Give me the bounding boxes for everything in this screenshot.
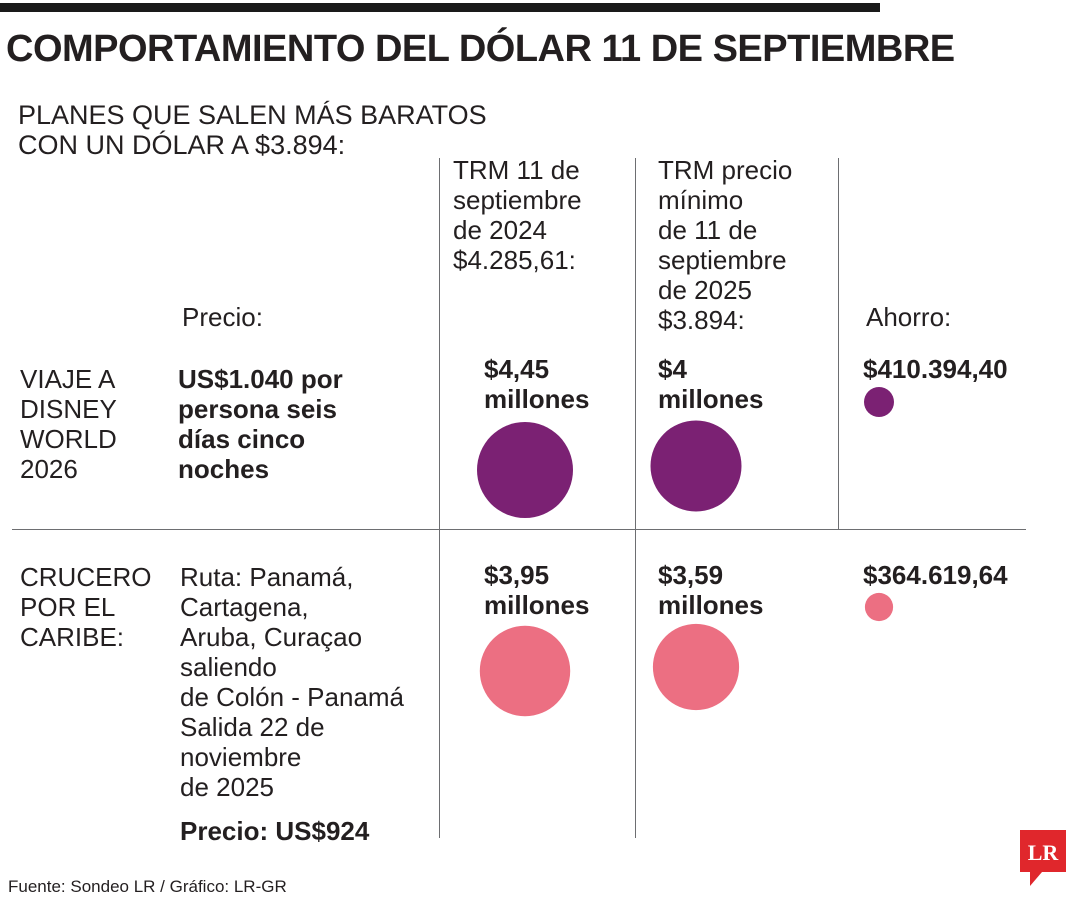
column-header-ahorro: Ahorro: <box>866 302 952 332</box>
value-disney-2024: $4,45 millones <box>484 354 590 414</box>
bubble-crucero-ahorro <box>864 592 894 622</box>
chart-title: COMPORTAMIENTO DEL DÓLAR 11 DE SEPTIEMBR… <box>6 28 955 70</box>
bubble-crucero-trm-2025 <box>652 623 740 711</box>
column-header-trm-2024: TRM 11 de septiembre de 2024 $4.285,61: <box>453 155 582 275</box>
bubble-disney-ahorro <box>864 387 894 417</box>
bubble-crucero-trm-2024 <box>479 625 571 717</box>
row-divider <box>12 529 1026 530</box>
value-crucero-ahorro: $364.619,64 <box>863 560 1008 590</box>
row-label-crucero: CRUCERO POR EL CARIBE: <box>20 562 152 652</box>
value-crucero-2025: $3,59 millones <box>658 560 764 620</box>
source-note: Fuente: Sondeo LR / Gráfico: LR-GR <box>8 877 287 896</box>
column-divider-2 <box>635 158 636 838</box>
row-price-crucero: Precio: US$924 <box>180 816 370 846</box>
value-disney-2025: $4 millones <box>658 354 764 414</box>
value-crucero-2024: $3,95 millones <box>484 560 590 620</box>
row-desc-disney: US$1.040 por persona seis días cinco noc… <box>178 364 343 484</box>
value-disney-ahorro: $410.394,40 <box>863 354 1008 384</box>
lr-logo: LR <box>1020 830 1066 886</box>
chart-subtitle: PLANES QUE SALEN MÁS BARATOS CON UN DÓLA… <box>18 100 487 160</box>
lr-logo-text: LR <box>1028 840 1060 865</box>
column-divider-3 <box>838 158 839 530</box>
bubble-disney-trm-2025 <box>650 420 742 512</box>
column-header-trm-2025: TRM precio mínimo de 11 de septiembre de… <box>658 155 793 335</box>
column-header-precio: Precio: <box>182 302 263 332</box>
row-desc-crucero: Ruta: Panamá, Cartagena, Aruba, Curaçao … <box>180 562 405 802</box>
row-label-disney: VIAJE A DISNEY WORLD 2026 <box>20 364 117 484</box>
column-divider-1 <box>439 158 440 838</box>
bubble-disney-trm-2024 <box>477 422 573 518</box>
top-rule <box>0 3 880 12</box>
